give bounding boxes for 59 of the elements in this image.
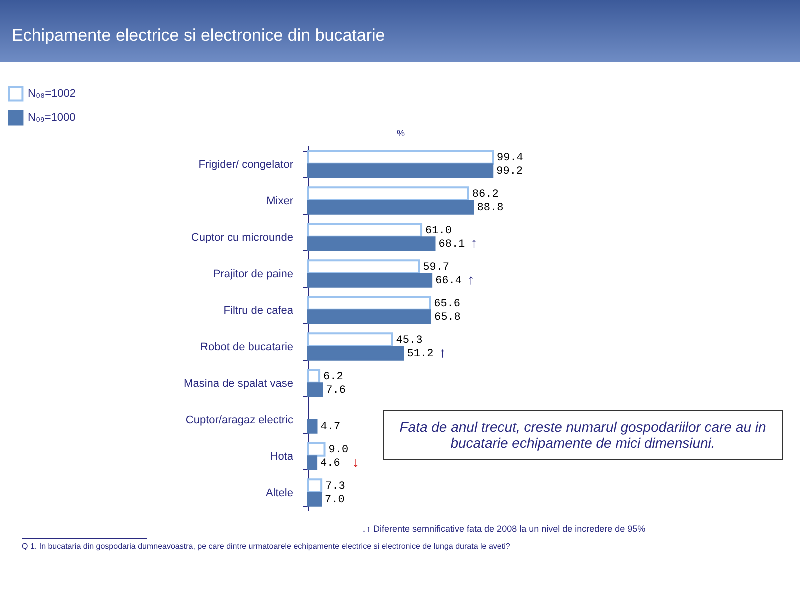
data-label: 99.4 xyxy=(497,152,524,165)
data-label: 86.2 xyxy=(472,189,499,202)
text: Q 1. In bucataria din gospodaria dumneavoastra, pe care dintre urmatoarele echipamente electrice si electronice de lunga durata le aveti? xyxy=(22,542,510,551)
data-label: 4.7 xyxy=(320,421,341,434)
data-label: 61.0 xyxy=(426,226,452,238)
y-tick-label: Prajitor de paine xyxy=(213,268,294,280)
data-label: 7.3 xyxy=(326,481,346,494)
data-label: 6.2 xyxy=(324,372,344,384)
data-label: 9.0 xyxy=(328,444,349,457)
bar xyxy=(307,296,432,311)
y-tick-label: Mixer xyxy=(266,195,294,208)
data-label: 68.1 xyxy=(438,238,466,251)
bar xyxy=(307,442,326,457)
x-axis-title: % xyxy=(396,128,406,138)
bar xyxy=(307,310,432,324)
bar xyxy=(307,369,321,384)
y-tick-label: Filtru de cafea xyxy=(224,304,294,317)
bar xyxy=(307,273,433,288)
bar xyxy=(307,150,494,165)
y-tick-label: Cuptor/aragaz electric xyxy=(186,414,294,426)
y-tick-label: Hota xyxy=(270,450,294,463)
bar xyxy=(307,260,420,274)
y-tick-label: Frigider/ congelator xyxy=(198,158,294,171)
y-tick-label: Robot de bucatarie xyxy=(200,341,294,354)
data-label: 88.8 xyxy=(477,202,504,214)
text: ↓↑ Diferente semnificative fata de 2008 la un nivel de incredere de 95% xyxy=(362,524,646,534)
bar xyxy=(307,492,322,507)
bar xyxy=(307,346,404,361)
annotation: ↑ xyxy=(468,271,475,288)
data-label: 51.2 xyxy=(407,348,434,360)
annotation: ↑ xyxy=(470,234,478,251)
bar xyxy=(307,186,470,202)
data-label: 99.2 xyxy=(496,166,524,178)
legend-label: N₀₈=1002 xyxy=(28,88,76,100)
data-label: 7.0 xyxy=(325,494,345,506)
annotation: Fata de anul trecut, creste numarul gospodariilor care au in bucatarie echipamente de mici dimensiuni. xyxy=(383,410,783,460)
bar xyxy=(307,478,323,494)
bar xyxy=(307,200,474,215)
bar xyxy=(307,223,423,238)
bar xyxy=(307,419,318,434)
legend-label: N₀₉=1000 xyxy=(28,112,76,124)
bar xyxy=(307,382,324,398)
annotation: ↑ xyxy=(439,344,446,360)
data-label: 65.6 xyxy=(434,298,460,311)
y-tick-label: Altele xyxy=(266,487,294,500)
bar xyxy=(307,164,494,178)
data-label: 59.7 xyxy=(423,262,450,274)
bar xyxy=(307,236,436,252)
y-tick-label: Masina de spalat vase xyxy=(184,378,294,390)
bar xyxy=(307,332,394,348)
y-tick-label: Cuptor cu microunde xyxy=(191,232,294,244)
data-label: 65.8 xyxy=(434,312,461,324)
data-label: 7.6 xyxy=(326,384,346,397)
annotation: ↓ xyxy=(352,454,360,470)
chart-title: Echipamente electrice si electronice din bucatarie xyxy=(12,26,386,46)
data-label: 45.3 xyxy=(396,335,423,348)
data-label: 66.4 xyxy=(436,275,462,288)
bar xyxy=(307,456,318,470)
data-label: 4.6 xyxy=(320,458,340,470)
